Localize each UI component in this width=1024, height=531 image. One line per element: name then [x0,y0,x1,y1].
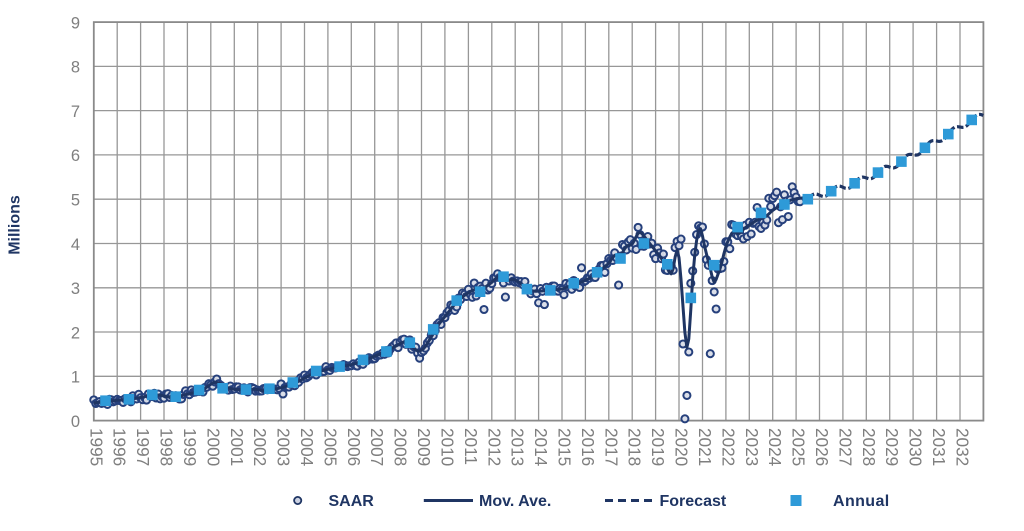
svg-text:7: 7 [71,103,80,121]
svg-text:2014: 2014 [531,428,551,467]
svg-text:2027: 2027 [835,428,855,466]
svg-text:2016: 2016 [578,428,598,466]
svg-text:2011: 2011 [461,428,481,465]
svg-text:Forecast: Forecast [660,493,727,510]
svg-text:2032: 2032 [953,428,973,466]
svg-text:2007: 2007 [367,428,387,466]
svg-text:2017: 2017 [601,428,621,466]
svg-text:2004: 2004 [297,428,317,467]
svg-text:5: 5 [71,192,80,210]
svg-text:9: 9 [71,14,80,32]
svg-text:1998: 1998 [157,428,177,466]
svg-text:Annual: Annual [833,493,890,510]
svg-text:2024: 2024 [765,428,785,467]
svg-text:SAAR: SAAR [329,493,375,510]
svg-text:2018: 2018 [625,428,645,466]
svg-text:6: 6 [71,147,80,165]
svg-text:2009: 2009 [414,428,434,466]
svg-text:3: 3 [71,280,80,298]
svg-text:1997: 1997 [133,428,153,466]
svg-text:2025: 2025 [789,428,809,466]
svg-text:2008: 2008 [391,428,411,466]
svg-text:2019: 2019 [648,428,668,466]
svg-text:Mov. Ave.: Mov. Ave. [479,493,551,510]
svg-text:2031: 2031 [929,428,949,466]
svg-text:2029: 2029 [882,428,902,466]
svg-text:2020: 2020 [672,428,692,466]
svg-text:2: 2 [71,324,80,342]
svg-text:2026: 2026 [812,428,832,466]
svg-text:8: 8 [71,59,80,77]
svg-text:Millions: Millions [7,195,24,255]
svg-text:2030: 2030 [906,428,926,466]
svg-text:2012: 2012 [484,428,504,466]
svg-text:2013: 2013 [508,428,528,466]
svg-text:0: 0 [71,413,80,431]
svg-text:2002: 2002 [250,428,270,466]
svg-text:2015: 2015 [555,428,575,466]
svg-text:4: 4 [71,236,80,254]
svg-text:2010: 2010 [437,428,457,466]
svg-text:1996: 1996 [110,428,130,466]
svg-text:2001: 2001 [227,428,247,466]
svg-text:1999: 1999 [180,428,200,466]
svg-text:2003: 2003 [274,428,294,466]
svg-text:2006: 2006 [344,428,364,466]
svg-text:2021: 2021 [695,428,715,466]
svg-text:1995: 1995 [86,428,106,466]
svg-text:2022: 2022 [718,428,738,466]
svg-text:2028: 2028 [859,428,879,466]
svg-text:2005: 2005 [320,428,340,466]
svg-text:1: 1 [71,369,80,387]
svg-text:2023: 2023 [742,428,762,466]
svg-text:2000: 2000 [203,428,223,466]
